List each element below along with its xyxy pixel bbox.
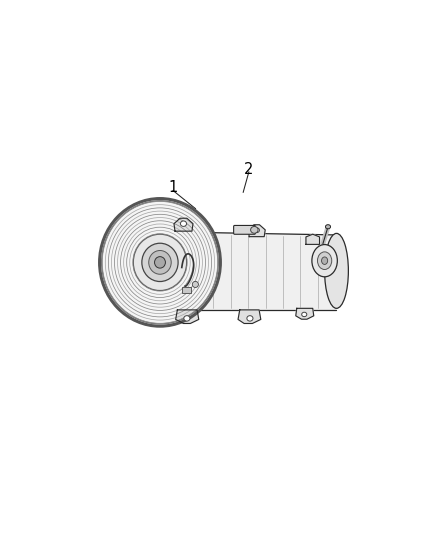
Ellipse shape (325, 233, 348, 308)
Ellipse shape (99, 199, 220, 326)
Ellipse shape (180, 221, 187, 227)
Text: 1: 1 (168, 180, 177, 195)
Ellipse shape (184, 316, 190, 321)
Polygon shape (176, 310, 199, 324)
Polygon shape (165, 232, 336, 310)
Ellipse shape (247, 316, 253, 321)
Polygon shape (296, 308, 314, 319)
Ellipse shape (192, 281, 198, 287)
Ellipse shape (251, 227, 258, 233)
Ellipse shape (149, 251, 171, 274)
Polygon shape (306, 234, 320, 245)
Polygon shape (248, 225, 265, 237)
Ellipse shape (134, 235, 187, 290)
Ellipse shape (254, 228, 259, 232)
Ellipse shape (318, 252, 332, 270)
Polygon shape (238, 310, 261, 324)
Ellipse shape (321, 257, 328, 264)
Ellipse shape (142, 243, 178, 281)
Polygon shape (174, 218, 193, 231)
Text: 2: 2 (244, 161, 254, 176)
Ellipse shape (312, 245, 337, 277)
Ellipse shape (325, 225, 331, 229)
FancyBboxPatch shape (233, 225, 255, 235)
Ellipse shape (155, 256, 166, 268)
Bar (182, 287, 191, 293)
Ellipse shape (302, 312, 307, 317)
Ellipse shape (155, 232, 174, 310)
